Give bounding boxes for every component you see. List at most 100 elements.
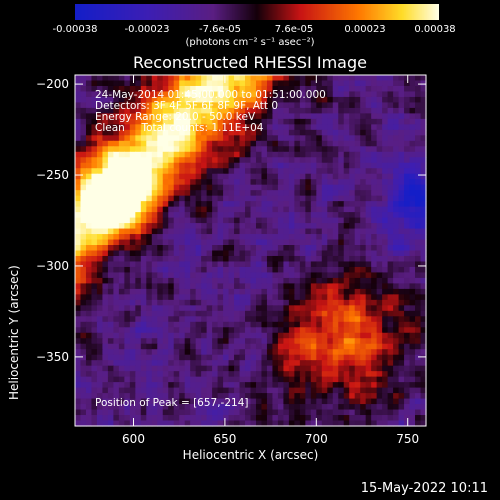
heatmap-cell <box>135 162 142 169</box>
heatmap-cell <box>107 80 114 87</box>
heatmap-cell <box>316 157 323 164</box>
heatmap-cell <box>255 415 263 422</box>
heatmap-cell <box>129 305 136 312</box>
heatmap-cell <box>102 255 109 263</box>
heatmap-cell <box>283 343 290 350</box>
heatmap-cell <box>338 376 345 383</box>
heatmap-cell <box>261 201 268 208</box>
heatmap-cell <box>327 365 334 372</box>
heatmap-cell <box>283 387 290 394</box>
heatmap-cell <box>129 173 136 180</box>
heatmap-cell <box>321 321 328 328</box>
heatmap-cell <box>91 223 98 230</box>
heatmap-cell <box>234 255 241 263</box>
heatmap-cell <box>228 409 235 416</box>
heatmap-cell <box>146 140 153 147</box>
heatmap-cell <box>195 360 202 367</box>
heatmap-cell <box>184 162 191 169</box>
heatmap-cell <box>190 212 197 219</box>
heatmap-cell <box>146 294 153 301</box>
heatmap-cell <box>371 382 378 389</box>
heatmap-cell <box>327 288 334 295</box>
heatmap-cell <box>80 135 87 142</box>
heatmap-cell <box>162 288 169 295</box>
heatmap-cell <box>75 190 82 197</box>
heatmap-cell <box>288 195 295 202</box>
heatmap-cell <box>327 239 334 246</box>
heatmap-cell <box>288 404 295 411</box>
heatmap-cell <box>91 217 98 224</box>
heatmap-cell <box>288 157 295 164</box>
heatmap-cell <box>239 212 246 219</box>
heatmap-cell <box>201 277 208 285</box>
heatmap-cell <box>420 393 427 400</box>
heatmap-cell <box>277 179 285 186</box>
heatmap-cell <box>80 146 87 153</box>
heatmap-cell <box>234 261 241 268</box>
heatmap-cell <box>146 195 153 202</box>
heatmap-cell <box>239 310 246 317</box>
heatmap-cell <box>102 234 109 241</box>
heatmap-cell <box>124 365 131 372</box>
heatmap-cell <box>212 195 219 202</box>
heatmap-cell <box>277 245 285 252</box>
heatmap-cell <box>365 310 372 317</box>
heatmap-cell <box>354 75 361 82</box>
heatmap-cell <box>310 140 317 147</box>
heatmap-cell <box>327 118 334 125</box>
heatmap-cell <box>234 294 241 301</box>
heatmap-cell <box>195 321 202 328</box>
heatmap-cell <box>250 179 257 186</box>
heatmap-cell <box>299 354 306 361</box>
heatmap-cell <box>283 107 290 114</box>
heatmap-cell <box>85 168 93 175</box>
heatmap-cell <box>250 250 257 257</box>
heatmap-cell <box>277 415 285 422</box>
heatmap-cell <box>294 168 301 175</box>
heatmap-cell <box>239 245 246 252</box>
heatmap-cell <box>135 294 142 301</box>
heatmap-cell <box>75 349 82 356</box>
heatmap-cell <box>420 118 427 125</box>
heatmap-cell <box>387 129 394 136</box>
heatmap-cell <box>179 343 186 350</box>
heatmap-cell <box>75 245 82 252</box>
heatmap-cell <box>107 173 114 180</box>
heatmap-cell <box>387 190 394 197</box>
heatmap-cell <box>398 420 405 427</box>
heatmap-cell <box>206 299 213 306</box>
heatmap-cell <box>272 107 279 114</box>
heatmap-cell <box>382 135 389 142</box>
heatmap-cell <box>393 195 400 202</box>
heatmap-cell <box>151 420 158 427</box>
heatmap-cell <box>102 91 109 98</box>
heatmap-cell <box>195 354 202 361</box>
heatmap-cell <box>173 365 180 372</box>
heatmap-cell <box>398 294 405 301</box>
heatmap-cell <box>349 85 356 93</box>
heatmap-cell <box>299 250 306 257</box>
heatmap-cell <box>179 371 186 378</box>
heatmap-cell <box>212 387 219 394</box>
heatmap-cell <box>360 96 367 104</box>
heatmap-cell <box>321 332 328 339</box>
heatmap-cell <box>360 228 367 235</box>
heatmap-cell <box>190 223 197 230</box>
heatmap-cell <box>162 266 169 274</box>
heatmap-cell <box>234 118 241 125</box>
heatmap-cell <box>283 184 290 191</box>
heatmap-cell <box>217 85 224 93</box>
heatmap-cell <box>332 146 339 153</box>
heatmap-cell <box>118 332 125 339</box>
heatmap-cell <box>294 146 301 153</box>
heatmap-cell <box>173 382 180 389</box>
heatmap-cell <box>234 305 241 312</box>
heatmap-cell <box>245 85 252 93</box>
heatmap-cell <box>415 239 422 246</box>
heatmap-cell <box>151 140 158 147</box>
heatmap-cell <box>305 371 312 378</box>
heatmap-cell <box>393 327 400 334</box>
heatmap-cell <box>272 382 279 389</box>
heatmap-cell <box>135 261 142 268</box>
heatmap-cell <box>80 206 87 213</box>
